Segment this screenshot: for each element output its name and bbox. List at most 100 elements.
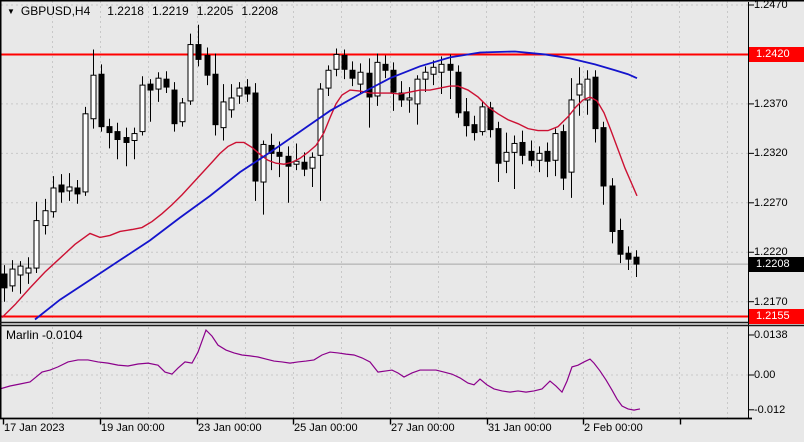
bear-candle bbox=[495, 128, 502, 164]
bear-candle bbox=[276, 151, 283, 157]
time-axis-label: 31 Jan 00:00 bbox=[488, 422, 552, 434]
price-axis-label: 1.2320 bbox=[754, 147, 788, 160]
bear-candle bbox=[114, 131, 121, 141]
quote-close: 1.2208 bbox=[241, 4, 279, 18]
bear-candle bbox=[252, 92, 259, 182]
bear-candle bbox=[609, 185, 616, 232]
chart-header: ▼ GBPUSD,H4 1.2218 1.2219 1.2205 1.2208 bbox=[7, 3, 286, 19]
symbol-dropdown-icon[interactable]: ▼ bbox=[7, 6, 15, 16]
bear-candle bbox=[163, 78, 170, 88]
time-axis-label: 17 Jan 2023 bbox=[4, 422, 65, 434]
bear-candle bbox=[487, 107, 494, 131]
bear-candle bbox=[212, 73, 219, 126]
bull-candle bbox=[374, 61, 381, 97]
bear-candle bbox=[625, 252, 632, 260]
bull-candle bbox=[406, 97, 413, 101]
bull-candle bbox=[552, 133, 559, 161]
ma-slow-line bbox=[34, 50, 638, 321]
bull-candle bbox=[82, 113, 89, 193]
bull-candle bbox=[584, 78, 591, 101]
bull-candle bbox=[260, 143, 267, 183]
bull-candle bbox=[293, 160, 300, 165]
bear-candle bbox=[382, 63, 389, 71]
indicator-label: Marlin -0.0104 bbox=[6, 328, 83, 342]
indicator-axis-label: 0.00 bbox=[754, 369, 776, 381]
current-price-badge: 1.2208 bbox=[749, 256, 804, 272]
time-axis-label: 27 Jan 00:00 bbox=[391, 422, 455, 434]
bull-candle bbox=[66, 186, 73, 192]
bear-candle bbox=[455, 71, 462, 114]
bull-candle bbox=[42, 210, 49, 227]
bull-candle bbox=[33, 220, 40, 269]
bull-candle bbox=[155, 77, 162, 90]
quote-low: 1.2205 bbox=[196, 4, 234, 18]
bull-candle bbox=[438, 63, 445, 73]
price-axis-label: 1.2270 bbox=[754, 196, 788, 209]
bear-candle bbox=[544, 150, 551, 162]
ma-fast-line bbox=[1, 85, 638, 319]
marlin-line bbox=[0, 328, 641, 411]
indicator-value: -0.0104 bbox=[42, 328, 83, 342]
price-axis-label: 1.2470 bbox=[754, 0, 788, 11]
bull-candle bbox=[576, 83, 583, 96]
bear-candle bbox=[244, 86, 251, 95]
bull-candle bbox=[325, 69, 332, 89]
bear-candle bbox=[463, 111, 470, 127]
bull-candle bbox=[309, 156, 316, 169]
bull-candle bbox=[139, 84, 146, 133]
bear-candle bbox=[285, 155, 292, 167]
bear-candle bbox=[195, 44, 202, 60]
bull-candle bbox=[179, 102, 186, 123]
bear-candle bbox=[528, 150, 535, 161]
bull-candle bbox=[479, 106, 486, 133]
indicator-axis-label: -0.012 bbox=[754, 403, 786, 416]
bear-candle bbox=[204, 54, 211, 76]
price-axis-label: 1.2370 bbox=[754, 97, 788, 110]
bull-candle bbox=[503, 151, 510, 162]
bear-candle bbox=[171, 89, 178, 125]
bull-candle bbox=[187, 44, 194, 102]
bear-candle bbox=[600, 127, 607, 187]
bear-candle bbox=[560, 131, 567, 179]
bear-candle bbox=[617, 229, 624, 255]
bear-candle bbox=[58, 184, 65, 193]
bull-candle bbox=[9, 268, 16, 287]
quote-open: 1.2218 bbox=[107, 4, 144, 18]
price-axis-label: 1.2220 bbox=[754, 246, 788, 259]
bear-candle bbox=[592, 76, 599, 130]
time-axis-label: 19 Jan 00:00 bbox=[101, 422, 165, 434]
bull-candle bbox=[220, 101, 227, 129]
bear-candle bbox=[74, 187, 81, 195]
bear-candle bbox=[123, 137, 130, 143]
bull-candle bbox=[228, 97, 235, 111]
support-price-badge: 1.2155 bbox=[749, 309, 804, 325]
time-axis-label: 23 Jan 00:00 bbox=[198, 422, 262, 434]
bull-candle bbox=[25, 267, 32, 274]
bull-candle bbox=[17, 265, 24, 276]
indicator-name: Marlin bbox=[6, 328, 39, 342]
bull-candle bbox=[333, 53, 340, 70]
price-axis-label: 1.2170 bbox=[754, 295, 788, 308]
candlestick-series bbox=[1, 24, 640, 302]
bull-candle bbox=[511, 142, 518, 153]
bear-candle bbox=[471, 124, 478, 134]
time-axis-label: 2 Feb 00:00 bbox=[584, 422, 643, 434]
bear-candle bbox=[341, 54, 348, 70]
bear-candle bbox=[447, 63, 454, 71]
bull-candle bbox=[357, 71, 364, 85]
indicator-axis-label: 0.0138 bbox=[754, 328, 788, 341]
bear-candle bbox=[147, 83, 154, 91]
quote-high: 1.2219 bbox=[151, 4, 189, 18]
bull-candle bbox=[430, 66, 437, 75]
bear-candle bbox=[349, 69, 356, 79]
bear-candle bbox=[633, 256, 640, 265]
bull-candle bbox=[236, 87, 243, 97]
bull-candle bbox=[131, 133, 138, 141]
bull-candle bbox=[568, 99, 575, 173]
symbol-period-label: GBPUSD,H4 bbox=[20, 4, 91, 18]
bull-candle bbox=[536, 152, 543, 161]
bull-candle bbox=[50, 187, 57, 213]
bear-candle bbox=[106, 126, 113, 134]
